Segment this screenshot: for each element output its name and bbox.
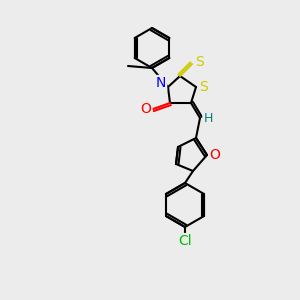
Text: O: O	[210, 148, 220, 162]
Text: O: O	[141, 102, 152, 116]
Text: S: S	[200, 80, 208, 94]
Text: Cl: Cl	[178, 234, 192, 248]
Text: N: N	[156, 76, 166, 90]
Text: H: H	[203, 112, 213, 125]
Text: S: S	[195, 55, 203, 69]
